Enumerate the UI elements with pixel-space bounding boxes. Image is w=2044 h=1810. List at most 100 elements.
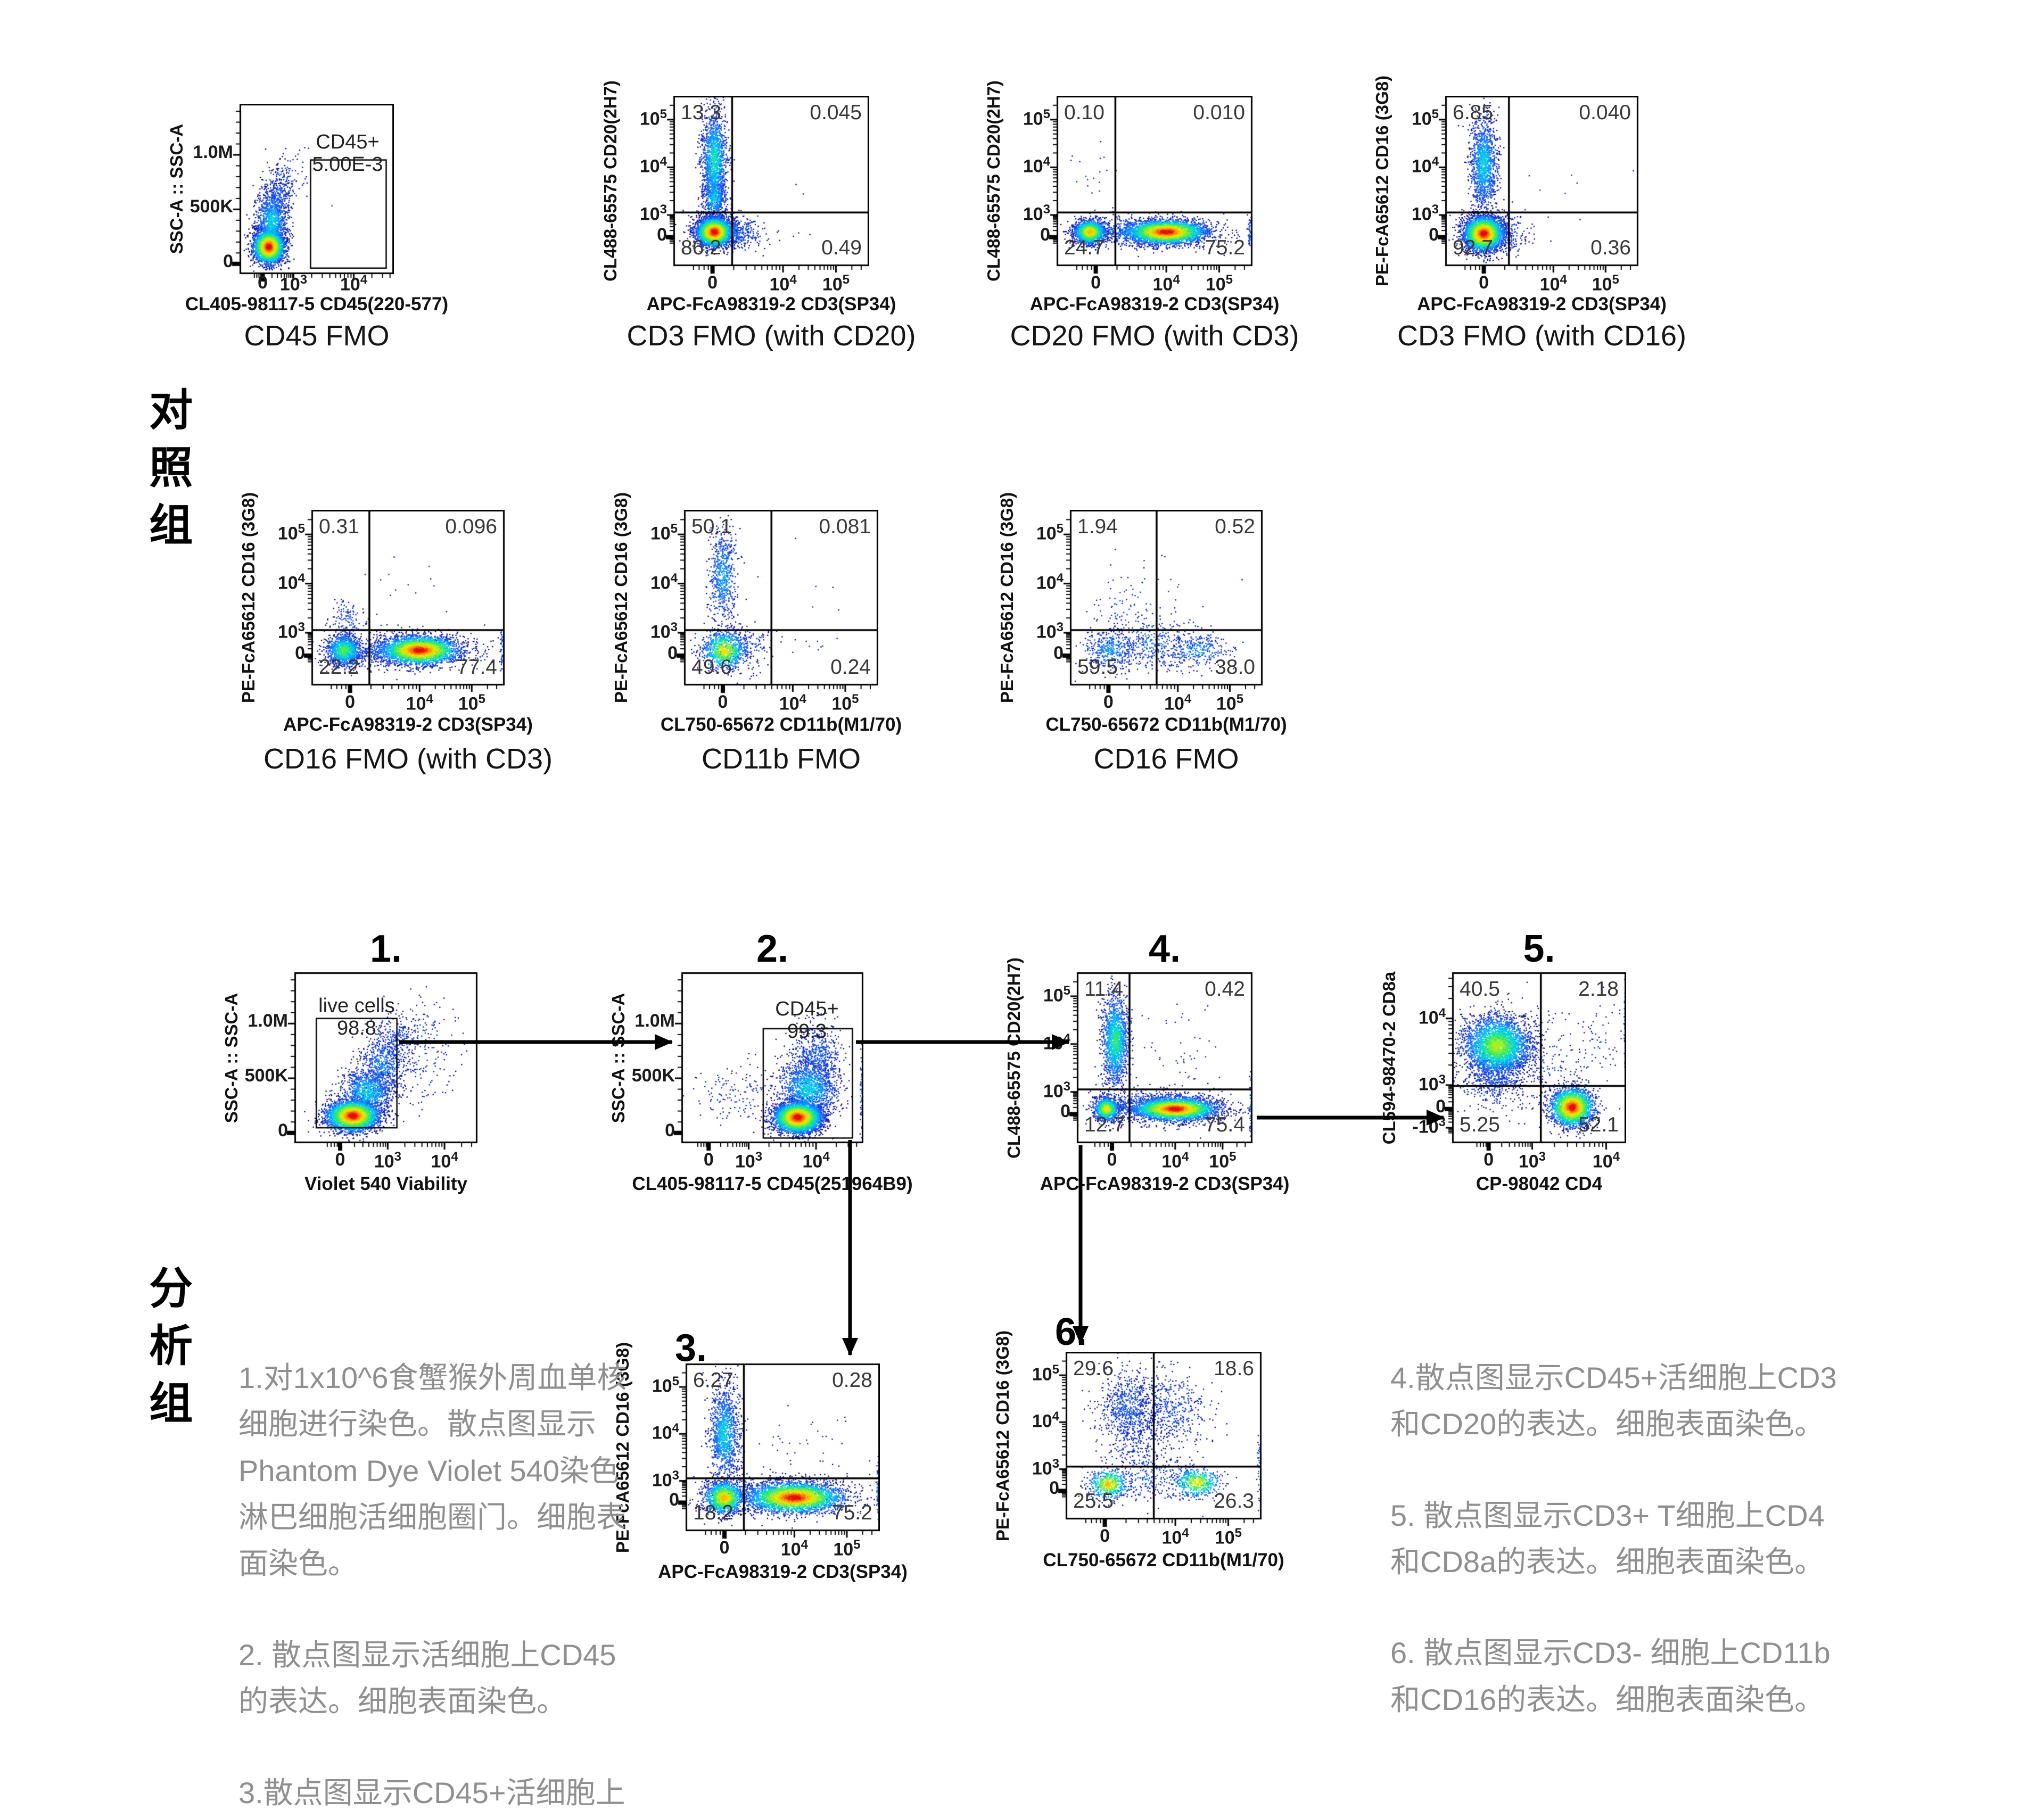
quadrant-ll-value: 12.7: [1084, 1113, 1125, 1136]
quadrant-ur-value: 0.040: [1579, 101, 1631, 124]
plot-title-ctrl-cd20-fmo-cd3: CD20 FMO (with CD3): [1010, 320, 1299, 352]
x-tick-text: 10: [458, 693, 479, 714]
x-tick-text: 10: [279, 274, 300, 295]
x-tick-text: 10: [1539, 274, 1560, 295]
y-tick-exponent: 4: [670, 571, 678, 585]
notes-right: 4.散点图显示CD45+活细胞上CD3和CD20的表达。细胞表面染色。 5. 散…: [1390, 1354, 1837, 1767]
x-tick-label: 0: [1447, 272, 1521, 293]
quadrant-ur-value: 0.28: [832, 1369, 872, 1392]
x-tick-label: 105: [1182, 272, 1256, 295]
y-tick-label: 1.0M: [622, 1011, 675, 1031]
y-tick-exponent: 5: [670, 522, 678, 536]
x-tick-label: 0: [675, 272, 750, 293]
y-tick-exponent: 3: [1063, 1079, 1070, 1094]
y-tick-label: 104: [614, 154, 667, 177]
x-tick-text: 10: [1209, 1151, 1230, 1172]
x-tick-exponent: 5: [1229, 1150, 1237, 1164]
y-tick-text: 500K: [244, 1065, 288, 1086]
quadrant-ul-value: 1.94: [1077, 515, 1118, 538]
x-tick-text: 0: [335, 1150, 345, 1170]
plot-number-analysis-6: 6.: [1054, 1311, 1087, 1353]
y-tick-text: 10: [1036, 523, 1057, 544]
x-axis-label-analysis-5: CP-98042 CD4: [1476, 1173, 1603, 1194]
y-tick-label: 0: [622, 1120, 675, 1141]
x-tick-exponent: 5: [478, 692, 485, 706]
y-tick-text: 10: [652, 1469, 672, 1490]
y-tick-text: 0: [278, 1120, 288, 1140]
quadrant-lr-value: 0.36: [1590, 236, 1631, 259]
y-tick-text: 0: [1436, 1096, 1446, 1117]
y-tick-text: 1.0M: [193, 142, 233, 162]
y-tick-text: -10: [1412, 1117, 1439, 1137]
y-tick-text: 0: [295, 642, 305, 663]
x-tick-text: 0: [1091, 272, 1101, 293]
y-tick-text: 10: [1032, 1364, 1052, 1385]
x-tick-label: 0: [671, 1150, 746, 1170]
x-axis-label-ctrl-cd3-fmo-cd20: APC-FcA98319-2 CD3(SP34): [646, 294, 896, 315]
y-tick-text: 0: [1049, 1478, 1059, 1499]
y-tick-label: 0: [626, 1490, 679, 1510]
x-tick-text: 10: [779, 693, 800, 714]
plot-number-analysis-4: 4.: [1148, 928, 1181, 970]
x-tick-label: 104: [407, 1150, 482, 1172]
x-tick-label: 105: [1191, 1526, 1265, 1548]
y-tick-label: 104: [1392, 1006, 1446, 1028]
x-tick-label: 103: [350, 1150, 425, 1172]
x-tick-text: 10: [1164, 693, 1184, 714]
plot-title-ctrl-cd16-fmo-cd3: CD16 FMO (with CD3): [263, 743, 553, 775]
plot-number-analysis-3: 3.: [674, 1327, 707, 1369]
y-tick-text: 10: [1036, 572, 1057, 593]
x-tick-exponent: 4: [801, 1538, 808, 1552]
x-tick-label: 0: [1071, 692, 1145, 713]
scatter-canvas-analysis-3: [675, 1363, 880, 1542]
y-tick-text: 10: [650, 523, 671, 544]
x-axis-label-analysis-1: Violet 540 Viability: [304, 1173, 468, 1194]
x-tick-exponent: 5: [1236, 692, 1244, 706]
x-tick-text: 10: [769, 274, 790, 295]
x-tick-text: 10: [735, 1151, 755, 1172]
scatter-canvas-ctrl-cd45-fmo: [229, 104, 394, 285]
y-tick-label: 104: [1006, 1409, 1059, 1432]
scatter-canvas-analysis-1: [284, 972, 477, 1154]
y-tick-text: 10: [639, 109, 660, 129]
y-tick-exponent: 4: [298, 571, 305, 585]
x-tick-label: 0: [686, 692, 760, 713]
x-tick-exponent: 5: [842, 272, 850, 287]
x-axis-label-ctrl-cd45-fmo: CL405-98117-5 CD45(220-577): [185, 294, 449, 315]
group-label-analysis: 分析组: [149, 1264, 193, 1428]
x-tick-text: 0: [1103, 692, 1114, 712]
y-tick-text: 0: [667, 642, 678, 663]
y-tick-label: 104: [252, 571, 305, 593]
quadrant-ll-value: 22.2: [319, 656, 359, 679]
quadrant-ur-value: 0.096: [445, 515, 497, 538]
y-tick-exponent: 3: [1431, 202, 1439, 217]
x-axis-label-analysis-2: CL405-98117-5 CD45(251964B9): [632, 1173, 913, 1194]
y-tick-label: 105: [1017, 983, 1070, 1006]
y-tick-label: 104: [626, 1421, 679, 1443]
y-tick-label: 0: [997, 225, 1050, 245]
x-tick-text: 10: [1592, 1151, 1613, 1172]
y-tick-text: 10: [1043, 1033, 1064, 1054]
scatter-canvas-ctrl-cd16-fmo: [1059, 510, 1263, 696]
x-tick-label: 104: [755, 692, 830, 714]
y-tick-label: 105: [614, 107, 667, 129]
plot-title-ctrl-cd3-fmo-cd16: CD3 FMO (with CD16): [1397, 320, 1687, 352]
x-tick-label: 105: [798, 272, 873, 295]
quadrant-lr-value: 0.24: [830, 656, 871, 679]
y-tick-exponent: 3: [1052, 1456, 1059, 1471]
x-axis-label-analysis-3: APC-FcA98319-2 CD3(SP34): [658, 1561, 908, 1582]
y-tick-label: 105: [626, 1374, 679, 1396]
y-tick-label: 0: [235, 1120, 288, 1141]
x-tick-exponent: 4: [822, 1150, 830, 1164]
y-tick-exponent: 4: [672, 1421, 679, 1436]
y-tick-text: 10: [1418, 1074, 1439, 1095]
y-tick-label: 0: [1386, 225, 1439, 245]
note-paragraph-6: 6. 散点图显示CD3- 细胞上CD11b和CD16的表达。细胞表面染色。: [1390, 1636, 1831, 1716]
quadrant-lr-value: 77.4: [457, 656, 497, 679]
quadrant-ul-value: 40.5: [1460, 978, 1500, 1001]
y-tick-label: 1.0M: [180, 142, 233, 163]
x-tick-text: 10: [780, 1539, 801, 1560]
x-tick-label: 0: [226, 272, 300, 293]
x-tick-text: 0: [707, 272, 718, 293]
y-tick-label: 103: [1017, 1079, 1070, 1102]
